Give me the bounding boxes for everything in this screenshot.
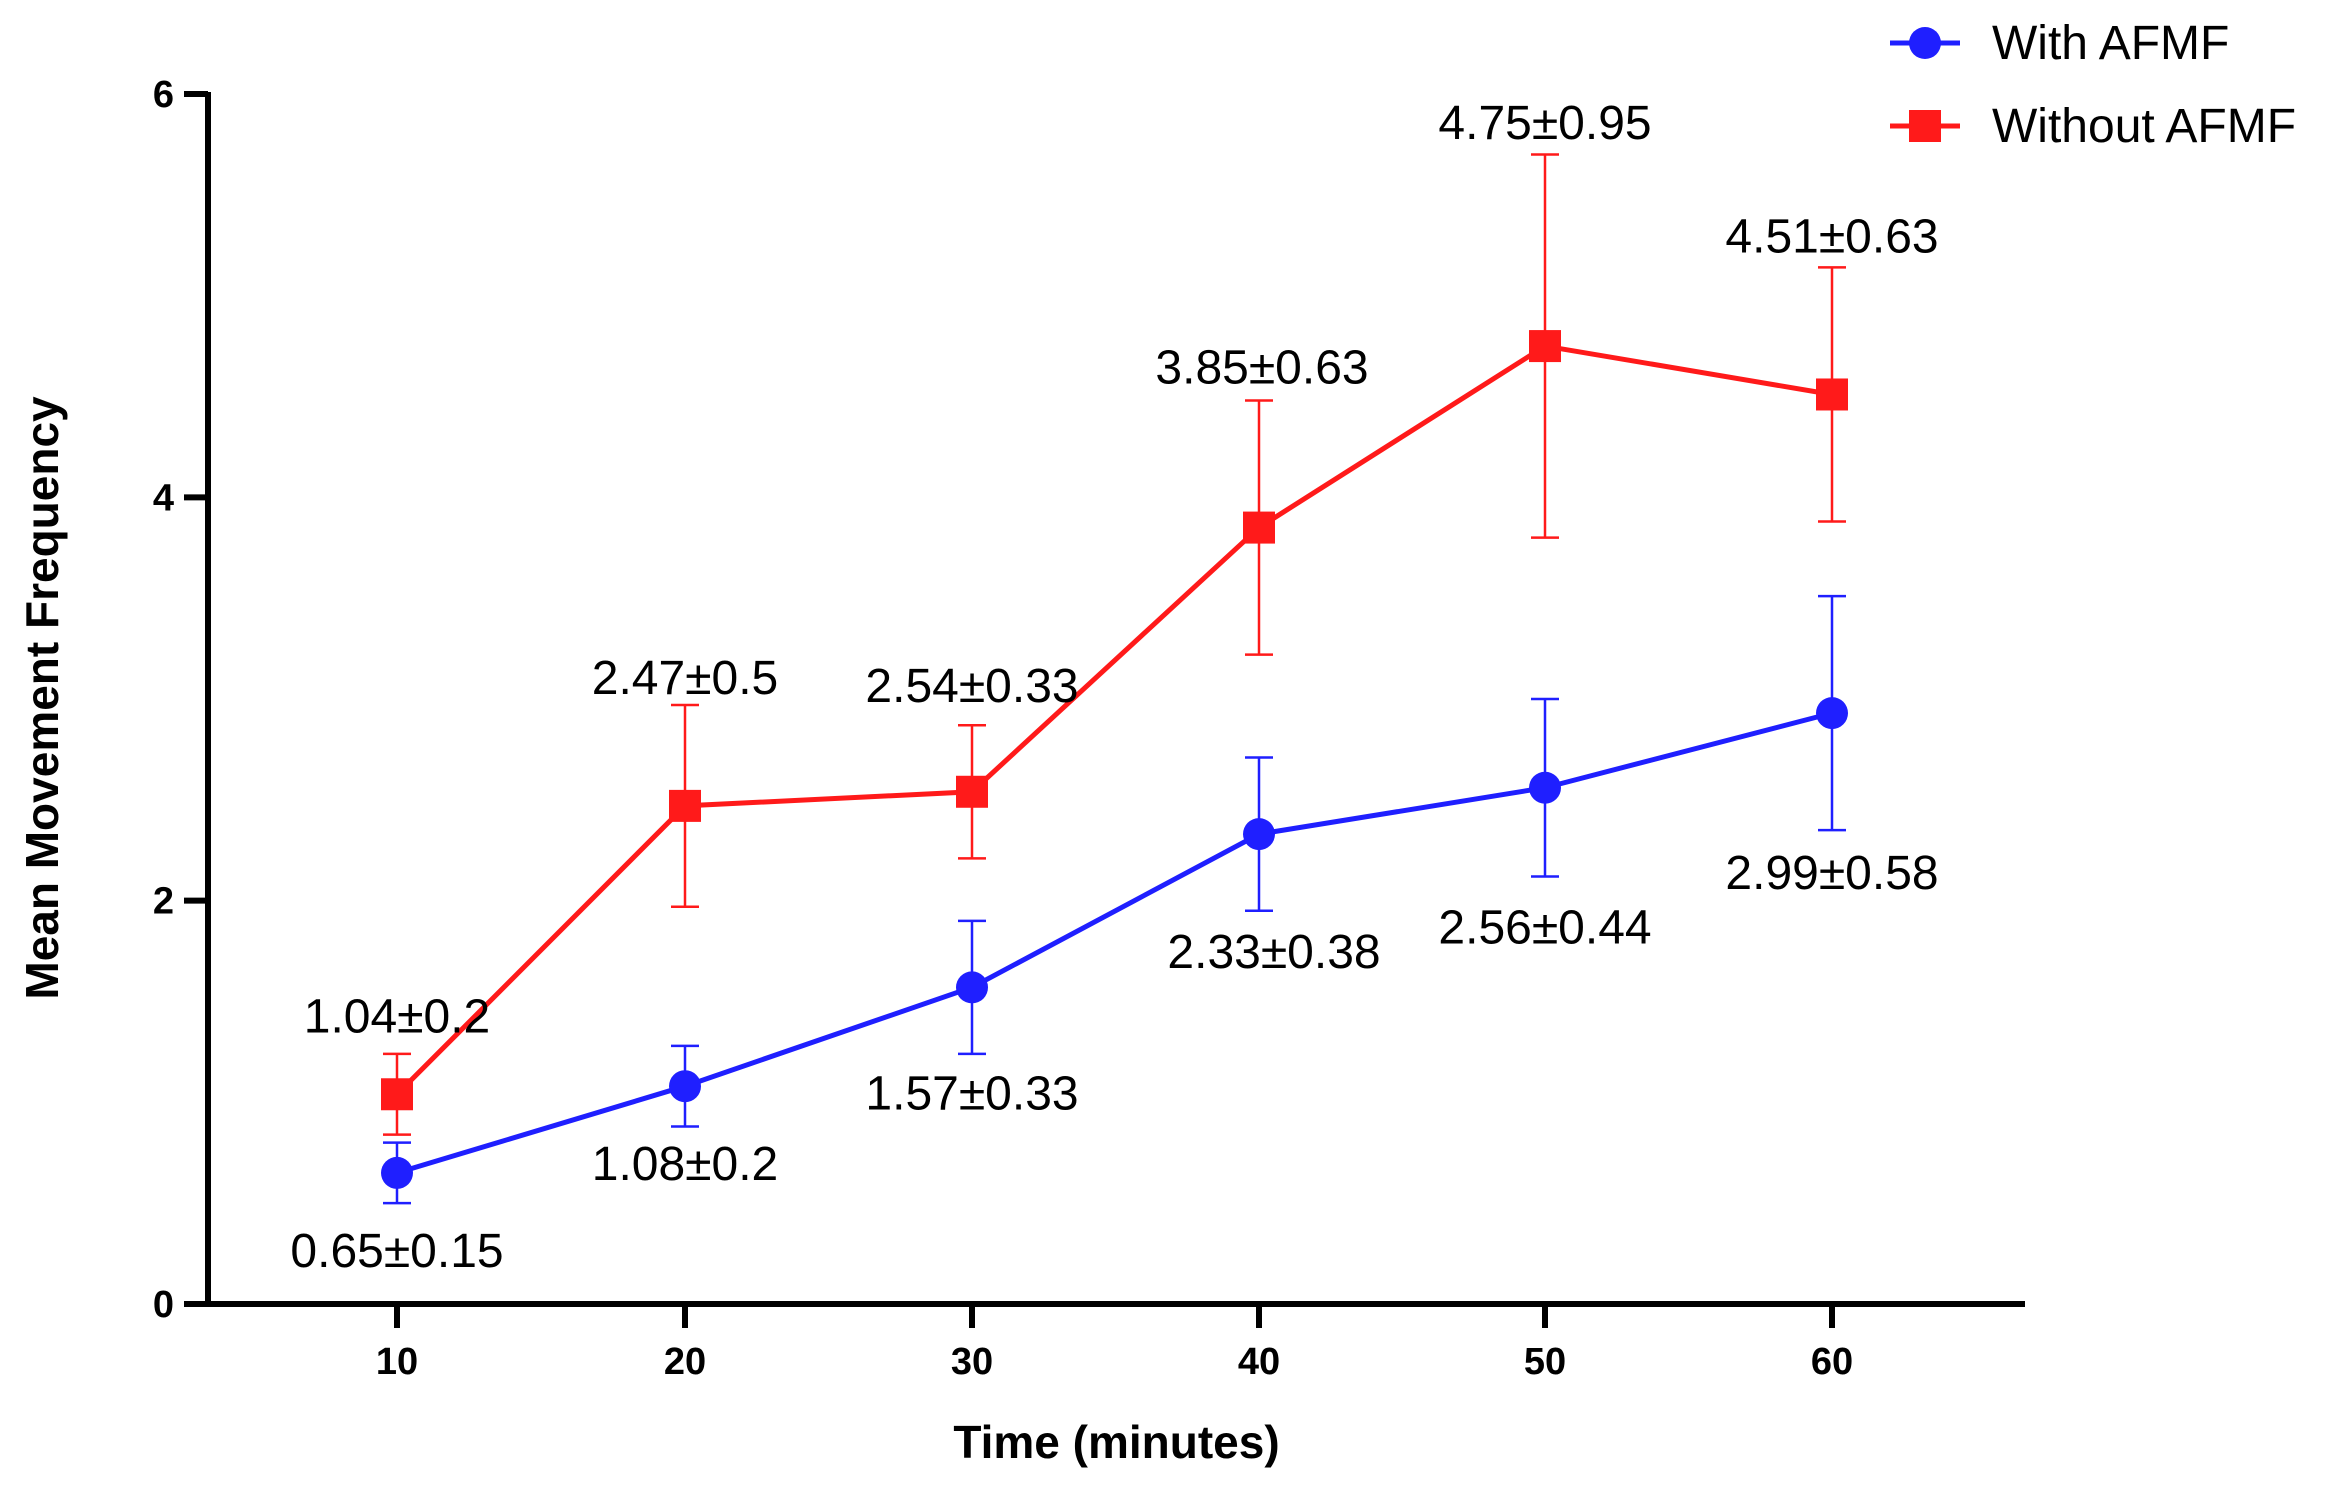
- series-without-afmf: [381, 153, 1848, 1136]
- x-tick-label: 50: [1524, 1341, 1566, 1383]
- legend-item: With AFMF: [1890, 17, 2229, 70]
- legend-marker: [1909, 110, 1941, 142]
- legend-item: Without AFMF: [1890, 100, 2296, 153]
- data-label: 4.51±0.63: [1725, 210, 1938, 263]
- data-labels: 1.04±0.2 2.47±0.5 2.54±0.33 3.85±0.63 4.75±0…: [290, 97, 1938, 1278]
- data-label: 1.57±0.33: [865, 1067, 1078, 1120]
- plot-area: [381, 153, 1848, 1205]
- x-tick-label: 20: [664, 1341, 706, 1383]
- data-label: 0.65±0.15: [290, 1225, 503, 1278]
- data-label: 1.04±0.2: [304, 990, 491, 1043]
- data-point: [1816, 378, 1848, 411]
- data-label: 3.85±0.63: [1155, 342, 1368, 395]
- y-tick-label: 6: [153, 74, 174, 116]
- data-point: [1529, 771, 1561, 804]
- data-point: [1529, 330, 1561, 363]
- series-line: [396, 710, 1833, 1176]
- legend-label: Without AFMF: [1992, 100, 2296, 153]
- series-with-afmf: [381, 594, 1848, 1205]
- axes: 0 2 4 6 10 20 30 40 50 60 Time (minutes) Mean Movem…: [16, 74, 2025, 1468]
- data-label: 2.56±0.44: [1438, 902, 1651, 955]
- data-point: [381, 1156, 413, 1189]
- y-tick-label: 2: [153, 881, 174, 923]
- data-label: 2.54±0.33: [865, 660, 1078, 713]
- x-tick-label: 40: [1238, 1341, 1280, 1383]
- x-tick-label: 30: [951, 1341, 993, 1383]
- data-label: 2.99±0.58: [1725, 847, 1938, 900]
- series-line: [395, 343, 1833, 1097]
- data-label: 4.75±0.95: [1438, 97, 1651, 150]
- x-tick-label: 10: [376, 1341, 418, 1383]
- data-label: 2.47±0.5: [592, 652, 779, 705]
- x-axis-title: Time (minutes): [953, 1416, 1279, 1468]
- data-point: [1243, 818, 1275, 851]
- legend-label: With AFMF: [1992, 17, 2229, 70]
- legend: With AFMF Without AFMF: [1890, 17, 2296, 153]
- y-tick-label: 0: [153, 1284, 174, 1326]
- data-point: [1816, 697, 1848, 730]
- data-point: [669, 789, 701, 822]
- data-point: [381, 1078, 413, 1111]
- y-axis-title: Mean Movement Frequency: [16, 396, 68, 1000]
- data-label: 1.08±0.2: [592, 1138, 779, 1191]
- data-point: [1243, 511, 1275, 544]
- data-point: [669, 1070, 701, 1103]
- data-point: [956, 775, 988, 808]
- y-tick-label: 4: [153, 477, 174, 519]
- data-label: 2.33±0.38: [1167, 926, 1380, 979]
- x-tick-label: 60: [1811, 1341, 1853, 1383]
- data-point: [956, 971, 988, 1004]
- legend-marker: [1909, 27, 1941, 59]
